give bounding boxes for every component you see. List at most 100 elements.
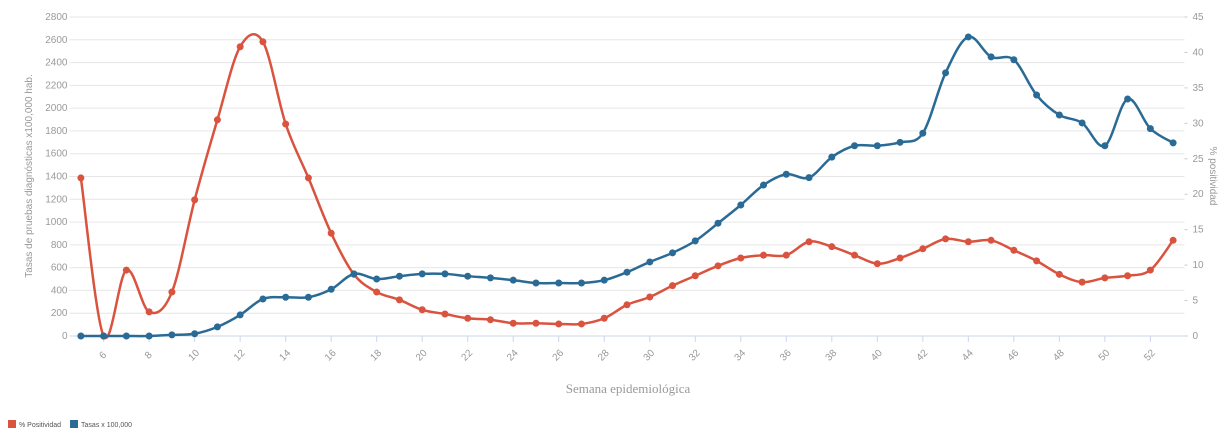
data-point	[646, 258, 654, 266]
x-tick-label: 26	[551, 348, 567, 364]
data-point	[714, 262, 722, 270]
data-point	[555, 320, 563, 328]
data-point	[350, 270, 358, 278]
data-point	[213, 323, 221, 331]
data-point	[373, 275, 381, 283]
y2-tick-label: 45	[1193, 12, 1205, 23]
data-point	[259, 295, 267, 303]
y-tick-label: 800	[51, 240, 68, 251]
data-point	[987, 236, 995, 244]
data-point	[122, 332, 130, 340]
y2-tick-label: 0	[1193, 331, 1199, 342]
data-point	[782, 170, 790, 178]
data-point	[1078, 119, 1086, 127]
x-tick-label: 42	[915, 348, 931, 364]
data-point	[1124, 272, 1132, 280]
x-tick-label: 36	[778, 348, 794, 364]
data-point	[486, 316, 494, 324]
data-point	[782, 251, 790, 259]
data-point	[464, 272, 472, 280]
data-point	[987, 53, 995, 61]
data-point	[1169, 236, 1177, 244]
x-tick-label: 10	[186, 348, 202, 364]
y-tick-label: 200	[51, 308, 68, 319]
x-tick-label: 8	[143, 349, 155, 361]
legend-swatch	[8, 420, 16, 428]
data-point	[327, 229, 335, 237]
y2-tick-label: 35	[1193, 83, 1205, 94]
y-tick-label: 2600	[45, 35, 68, 46]
x-tick-label: 38	[824, 348, 840, 364]
x-tick-label: 20	[414, 348, 430, 364]
data-point	[737, 201, 745, 209]
data-point	[418, 270, 426, 278]
data-point	[282, 120, 290, 128]
x-tick-label: 16	[323, 348, 339, 364]
x-tick-label: 28	[596, 348, 612, 364]
data-point	[441, 310, 449, 318]
y-tick-label: 0	[62, 331, 68, 342]
y-axis-title: Tasas de pruebas diagnósticas x100,000 h…	[24, 74, 35, 277]
data-point	[805, 238, 813, 246]
data-point	[691, 272, 699, 280]
data-point	[623, 301, 631, 309]
y-tick-label: 400	[51, 285, 68, 296]
series-line	[80, 35, 1174, 338]
data-point	[486, 274, 494, 282]
data-point	[509, 319, 517, 327]
data-point	[191, 196, 199, 204]
data-point	[896, 254, 904, 262]
x-tick-label: 52	[1142, 348, 1158, 364]
data-point	[304, 174, 312, 182]
data-point	[441, 270, 449, 278]
data-point	[600, 314, 608, 322]
data-point	[942, 69, 950, 77]
y-tick-label: 2200	[45, 80, 68, 91]
data-point	[964, 33, 972, 41]
data-point	[418, 306, 426, 314]
data-point	[168, 288, 176, 296]
x-tick-label: 48	[1051, 348, 1067, 364]
y-tick-label: 1000	[45, 217, 68, 228]
data-point	[577, 279, 585, 287]
data-point	[327, 285, 335, 293]
y-tick-label: 1600	[45, 149, 68, 160]
y-tick-label: 1200	[45, 194, 68, 205]
data-point	[1055, 111, 1063, 119]
x-tick-label: 18	[369, 348, 385, 364]
data-point	[236, 43, 244, 51]
data-point	[828, 243, 836, 251]
x-tick-label: 32	[687, 348, 703, 364]
data-point	[464, 314, 472, 322]
data-point	[282, 293, 290, 301]
data-point	[1033, 257, 1041, 265]
series-line	[79, 33, 1175, 340]
data-point	[100, 332, 108, 340]
data-point	[555, 279, 563, 287]
data-point	[145, 308, 153, 316]
data-point	[737, 254, 745, 262]
data-point	[669, 249, 677, 257]
data-point	[395, 272, 403, 280]
legend-label: Tasas x 100,000	[81, 422, 132, 429]
legend-swatch	[70, 420, 79, 428]
data-point	[577, 320, 585, 328]
data-point	[304, 293, 312, 301]
data-point	[828, 153, 836, 161]
data-point	[600, 276, 608, 284]
x-tick-label: 30	[642, 348, 658, 364]
data-point	[77, 332, 85, 340]
data-point	[122, 266, 130, 274]
data-point	[1055, 270, 1063, 278]
data-point	[646, 293, 654, 301]
data-point	[873, 142, 881, 150]
data-point	[942, 235, 950, 243]
data-point	[1124, 95, 1132, 103]
x-tick-label: 12	[232, 348, 248, 364]
y-tick-label: 1800	[45, 126, 68, 137]
y2-tick-label: 10	[1193, 260, 1205, 271]
y-tick-label: 2800	[45, 12, 68, 23]
data-point	[896, 138, 904, 146]
data-point	[669, 282, 677, 290]
